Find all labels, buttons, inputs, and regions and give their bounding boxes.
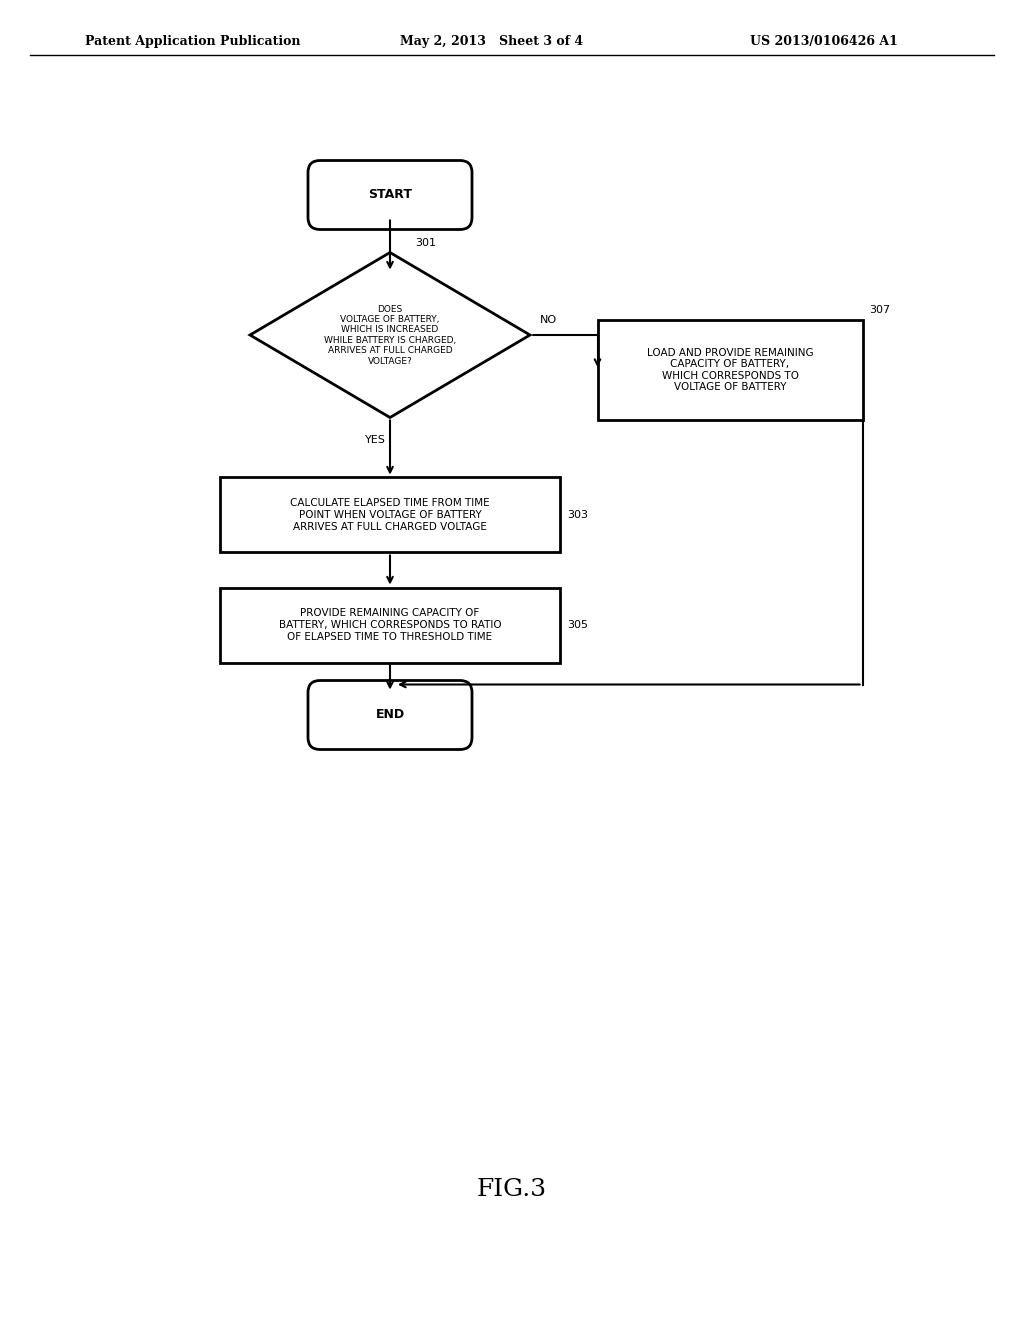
- Text: LOAD AND PROVIDE REMAINING
CAPACITY OF BATTERY,
WHICH CORRESPONDS TO
VOLTAGE OF : LOAD AND PROVIDE REMAINING CAPACITY OF B…: [647, 347, 813, 392]
- Text: US 2013/0106426 A1: US 2013/0106426 A1: [750, 36, 898, 48]
- Polygon shape: [250, 252, 530, 417]
- Text: START: START: [368, 189, 412, 202]
- Text: Patent Application Publication: Patent Application Publication: [85, 36, 300, 48]
- Text: END: END: [376, 709, 404, 722]
- FancyBboxPatch shape: [220, 587, 560, 663]
- Text: 307: 307: [869, 305, 891, 315]
- Text: May 2, 2013   Sheet 3 of 4: May 2, 2013 Sheet 3 of 4: [400, 36, 583, 48]
- FancyBboxPatch shape: [308, 161, 472, 230]
- FancyBboxPatch shape: [597, 319, 862, 420]
- FancyBboxPatch shape: [220, 478, 560, 553]
- Text: 305: 305: [567, 620, 588, 630]
- Text: YES: YES: [365, 436, 385, 445]
- Text: 301: 301: [415, 238, 436, 248]
- FancyBboxPatch shape: [308, 681, 472, 750]
- Text: DOES
VOLTAGE OF BATTERY,
WHICH IS INCREASED
WHILE BATTERY IS CHARGED,
ARRIVES AT: DOES VOLTAGE OF BATTERY, WHICH IS INCREA…: [324, 305, 456, 366]
- Text: PROVIDE REMAINING CAPACITY OF
BATTERY, WHICH CORRESPONDS TO RATIO
OF ELAPSED TIM: PROVIDE REMAINING CAPACITY OF BATTERY, W…: [279, 609, 502, 642]
- Text: NO: NO: [540, 315, 557, 325]
- Text: FIG.3: FIG.3: [477, 1179, 547, 1201]
- Text: CALCULATE ELAPSED TIME FROM TIME
POINT WHEN VOLTAGE OF BATTERY
ARRIVES AT FULL C: CALCULATE ELAPSED TIME FROM TIME POINT W…: [290, 499, 489, 532]
- Text: 303: 303: [567, 510, 588, 520]
